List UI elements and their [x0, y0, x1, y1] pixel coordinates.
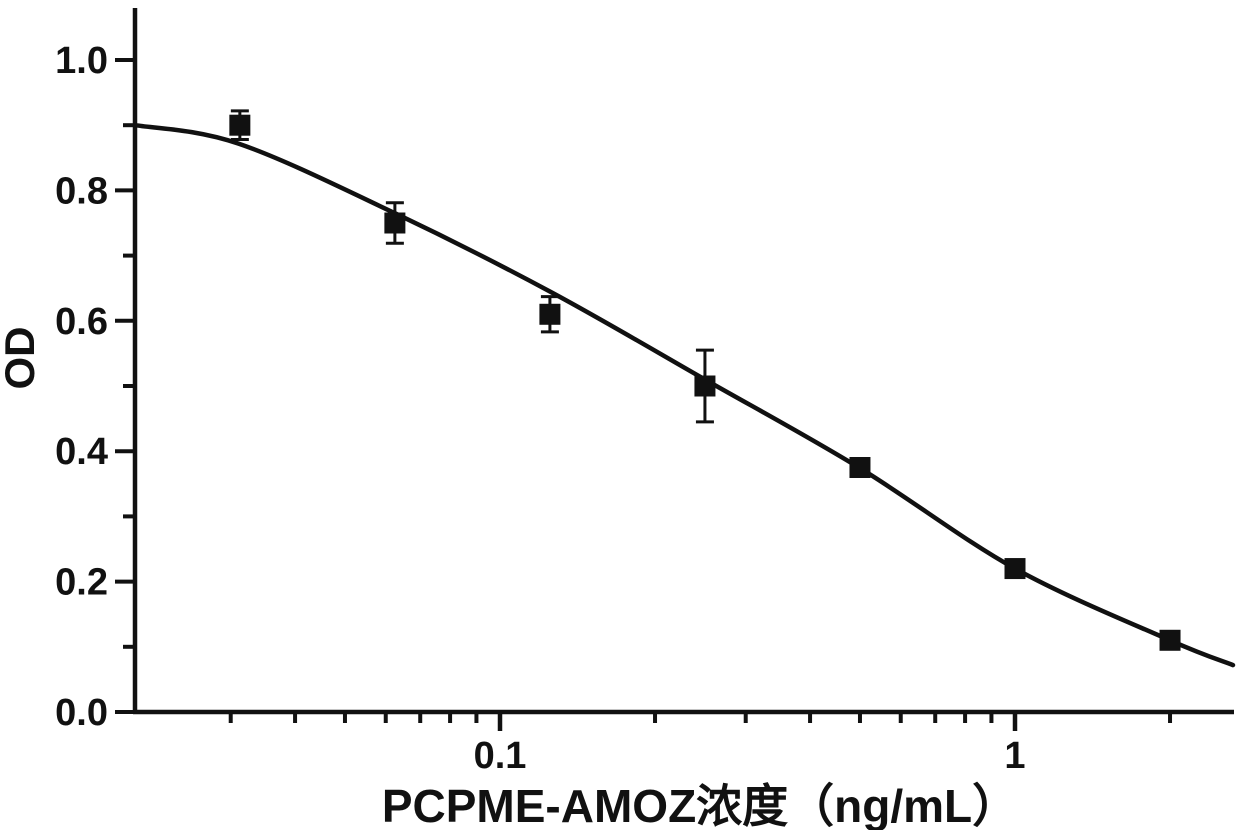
x-axis-title: PCPME-AMOZ浓度（ng/mL）	[382, 780, 1018, 830]
y-tick-label: 0.4	[55, 431, 108, 473]
data-points-layer	[229, 109, 1181, 651]
axes-layer: 0.0 0.2 0.4 0.6 0.8 1.0 0.1 1	[55, 8, 1234, 777]
y-tick-label: 0.2	[55, 562, 108, 604]
x-tick-label: 0.1	[474, 735, 527, 777]
data-point-marker	[229, 114, 251, 136]
y-tick-label: 1.0	[55, 40, 108, 82]
data-point-marker	[694, 375, 716, 397]
y-tick-label: 0.0	[55, 692, 108, 734]
fit-curve-layer	[133, 122, 1236, 668]
data-point-marker	[539, 303, 561, 325]
data-point-marker	[1004, 558, 1026, 580]
x-tick-label: 1	[1004, 735, 1025, 777]
data-point-marker	[1159, 629, 1181, 651]
y-axis-title: OD	[0, 327, 43, 390]
y-tick-label: 0.6	[55, 301, 108, 343]
data-point-marker	[849, 457, 871, 478]
fit-curve-path	[133, 122, 1236, 668]
y-tick-label: 0.8	[55, 170, 108, 212]
data-point-marker	[384, 212, 406, 234]
